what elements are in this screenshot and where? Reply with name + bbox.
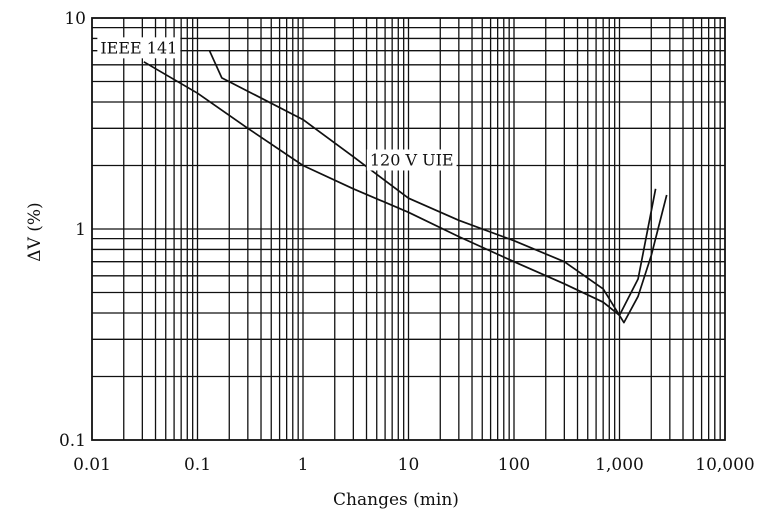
grid [92, 18, 725, 440]
plot-lines [143, 50, 668, 324]
x-tick-label: 10 [398, 455, 420, 475]
x-tick-label: 0.1 [184, 455, 211, 475]
y-tick-label: 0.1 [59, 431, 86, 451]
x-tick-label: 100 [498, 455, 530, 475]
series-label-1: IEEE 141 [97, 37, 181, 59]
plot-frame [91, 17, 726, 441]
y-axis-title: ΔV (%) [25, 202, 45, 261]
x-tick-label: 0.01 [73, 455, 111, 475]
y-axis-tick-labels: 0.1 1 10 [59, 9, 86, 451]
y-tick-label: 10 [64, 9, 86, 29]
series-label-background [366, 149, 457, 171]
x-axis-title: Changes (min) [333, 490, 459, 510]
x-tick-label: 1 [298, 455, 309, 475]
series-label-2: 120 V UIE [366, 149, 457, 171]
series-labels: IEEE 141 120 V UIE [97, 37, 457, 171]
series-label-text: IEEE 141 [100, 38, 177, 57]
x-tick-label: 10,000 [695, 455, 754, 475]
series-label-background [97, 37, 181, 59]
series-line-2 [208, 50, 668, 324]
series-label-text: 120 V UIE [370, 150, 454, 169]
series-line-1 [143, 61, 657, 317]
x-tick-label: 1,000 [595, 455, 644, 475]
x-axis-tick-labels: 0.01 0.1 1 10 100 1,000 10,000 [73, 455, 755, 475]
y-tick-label: 1 [75, 220, 86, 240]
